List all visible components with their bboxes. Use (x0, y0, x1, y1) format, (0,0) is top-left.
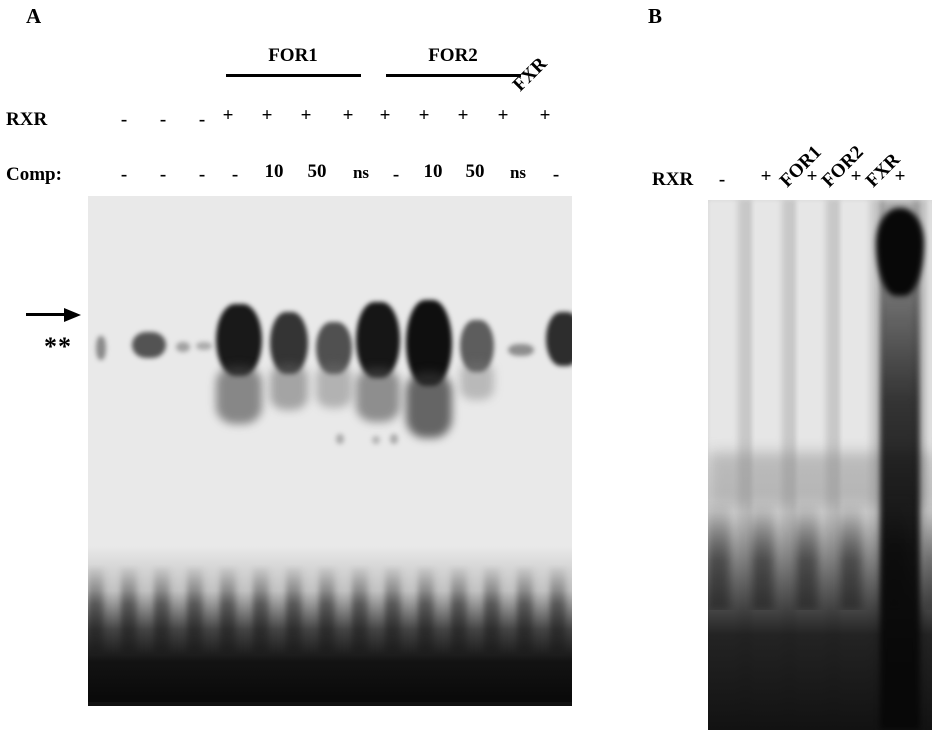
panel-a-rxr-lane-8: + (379, 105, 391, 126)
panel-b-letter: B (648, 4, 663, 28)
band-smear-lane-4 (216, 366, 262, 424)
panel-a-free-probe-lane-teeth (88, 564, 572, 654)
panel-b-rxr-lane-2: + (760, 166, 772, 187)
panel-a-comp-lane-12: - (552, 164, 560, 185)
panel-a-comp-lane-3: - (198, 164, 206, 185)
panel-a-rxr-lane-4: + (222, 105, 234, 126)
panel-b-lane-label-for1: FOR1 (775, 141, 826, 192)
band-lane-4 (216, 304, 262, 376)
band-smear-lane-5 (270, 364, 308, 410)
arrow-head (64, 308, 81, 322)
doublet-asterisk-marker: ** (44, 332, 72, 361)
band-lane-9 (460, 320, 494, 372)
panel-a-rxr-lane-11: + (497, 105, 509, 126)
panel-a-gel-image (88, 196, 572, 706)
band-smear-lane-8 (406, 372, 452, 438)
panel-b-rxr-lane-3: + (806, 166, 818, 187)
band-lane-3b (196, 342, 212, 350)
panel-a-comp-lane-9: 10 (423, 161, 443, 182)
panel-b-gel-image (708, 200, 932, 730)
panel-a-comp-lane-4: - (231, 164, 239, 185)
row-label-rxr: RXR (6, 109, 48, 130)
band-smear-lane-6 (316, 364, 352, 408)
band-lane-2 (132, 332, 166, 358)
band-lane-11 (546, 312, 572, 366)
panel-a-comp-lane-2: - (159, 164, 167, 185)
panel-a-rxr-lane-9: + (418, 105, 430, 126)
group-rule-for2 (386, 74, 521, 77)
panel-a-rxr-lane-3: - (198, 109, 206, 130)
panel-a-comp-lane-7: ns (352, 163, 370, 182)
panel-a-rxr-lane-6: + (300, 105, 312, 126)
panel-a-comp-lane-1: - (120, 164, 128, 185)
band-speck-2 (372, 436, 380, 444)
band-speck-1 (336, 434, 344, 444)
panel-a-rxr-lane-1: - (120, 109, 128, 130)
band-lane-1 (96, 336, 106, 360)
group-header-for2: FOR2 (428, 45, 478, 66)
panel-a-letter: A (26, 4, 42, 28)
group-header-for1: FOR1 (268, 45, 318, 66)
group-header-fxr: FXR (508, 53, 552, 96)
panel-a-comp-lane-10: 50 (465, 161, 485, 182)
band-lane-5 (270, 312, 308, 374)
panel-a-comp-lane-5: 10 (264, 161, 284, 182)
row-label-comp: Comp: (6, 164, 62, 185)
band-smear-lane-9 (460, 362, 494, 400)
band-smear-lane-7 (356, 368, 400, 422)
band-lane-10 (508, 344, 534, 356)
band-lane-7 (356, 302, 400, 378)
panel-a-comp-lane-6: 50 (307, 161, 327, 182)
panel-a-rxr-lane-7: + (342, 105, 354, 126)
panel-b-rxr-lane-1: - (718, 169, 726, 190)
panel-b-rxr-lane-5: + (894, 166, 906, 187)
panel-a-rxr-lane-2: - (159, 109, 167, 130)
panel-b-fxr-complex-blob (876, 208, 924, 296)
panel-a-rxr-lane-5: + (261, 105, 273, 126)
group-rule-for1 (226, 74, 361, 77)
panel-b-rxr-lane-4: + (850, 166, 862, 187)
band-lane-8 (406, 300, 452, 386)
band-lane-3a (176, 342, 190, 352)
arrow-shaft (26, 313, 68, 316)
panel-a-comp-lane-11: ns (509, 163, 527, 182)
panel-a-rxr-lane-12: + (539, 105, 551, 126)
panel-a-comp-lane-8: - (392, 164, 400, 185)
shifted-complex-arrow-icon (26, 308, 82, 322)
band-lane-6 (316, 322, 352, 374)
panel-a-rxr-lane-10: + (457, 105, 469, 126)
band-speck-3 (390, 434, 398, 444)
panel-b-row-label-rxr: RXR (652, 169, 694, 190)
panel-a-gel-bottom-edge (88, 702, 572, 706)
